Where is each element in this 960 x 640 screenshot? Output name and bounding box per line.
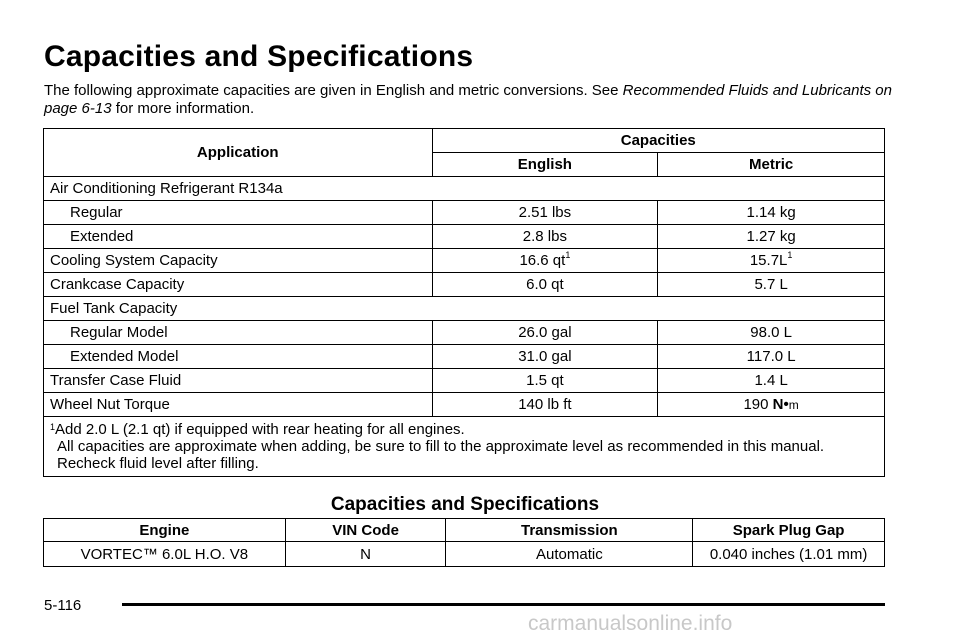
metric-value: 98.0 L [657, 320, 885, 345]
table-header-row: Application Capacities [43, 128, 886, 177]
row-label: Transfer Case Fluid [43, 368, 433, 393]
section-title: Capacities and Specifications [330, 494, 600, 515]
vin-code-cell: N [284, 541, 447, 567]
row-label: Extended Model [43, 344, 433, 369]
unit-text: N•m [773, 396, 799, 413]
column-header-vin-code: VIN Code [284, 518, 447, 542]
value-text: 16.6 qt [519, 252, 566, 269]
table-row: Air Conditioning Refrigerant R134a [43, 176, 885, 201]
table-row: Regular Model 26.0 gal 98.0 L [43, 320, 885, 345]
footnote-marker: 1 [565, 250, 571, 260]
table-row: Transfer Case Fluid 1.5 qt 1.4 L [43, 368, 885, 393]
row-label: Extended [43, 224, 433, 249]
english-value: 2.8 lbs [431, 224, 659, 249]
row-label: Regular [43, 200, 433, 225]
english-value: 16.6 qt1 [431, 248, 659, 273]
watermark: carmanualsonline.info [528, 612, 733, 635]
metric-value: 190 N•m [657, 392, 885, 417]
metric-value: 15.7L1 [657, 248, 885, 273]
footnote-marker: 1 [50, 422, 56, 432]
table-row: Wheel Nut Torque 140 lb ft 190 N•m [43, 392, 885, 417]
cross-reference-link[interactable]: Recommended Fluids and Lubricants on pag… [44, 82, 892, 117]
column-header-transmission: Transmission [445, 518, 694, 542]
row-label: Wheel Nut Torque [43, 392, 433, 417]
table-header-row: Engine VIN Code Transmission Spark Plug … [43, 518, 885, 542]
spark-plug-gap-cell: 0.040 inches (1.01 mm) [692, 541, 885, 567]
table-footnote: 1Add 2.0 L (2.1 qt) if equipped with rea… [43, 416, 885, 477]
table-row: Regular 2.51 lbs 1.14 kg [43, 200, 885, 225]
section-label: Air Conditioning Refrigerant R134a [43, 176, 885, 201]
value-text: 15.7L [749, 252, 788, 269]
section-label: Fuel Tank Capacity [43, 296, 885, 321]
column-header-english: English [431, 152, 659, 177]
footnote-line: 1Add 2.0 L (2.1 qt) if equipped with rea… [50, 421, 465, 438]
footnote-row: 1Add 2.0 L (2.1 qt) if equipped with rea… [43, 416, 885, 477]
table-row: Fuel Tank Capacity [43, 296, 885, 321]
engine-cell: VORTEC™ 6.0L H.O. V8 [43, 541, 286, 567]
footnote-note: All capacities are approximate when addi… [57, 438, 825, 472]
transmission-cell: Automatic [445, 541, 694, 567]
intro-paragraph: The following approximate capacities are… [44, 82, 904, 118]
unit-meter: m [788, 398, 799, 412]
page-title: Capacities and Specifications [44, 40, 474, 73]
table-row: Cooling System Capacity 16.6 qt1 15.7L1 [43, 248, 885, 273]
english-value: 31.0 gal [431, 344, 659, 369]
metric-value: 117.0 L [657, 344, 885, 369]
intro-text-end: for more information. [115, 100, 255, 117]
footnote-text: Add 2.0 L (2.1 qt) if equipped with rear… [55, 421, 465, 438]
metric-value: 1.27 kg [657, 224, 885, 249]
row-label: Regular Model [43, 320, 433, 345]
column-header-metric: Metric [657, 152, 885, 177]
metric-value: 1.14 kg [657, 200, 885, 225]
column-header-capacities: Capacities [431, 128, 886, 153]
row-label: Crankcase Capacity [43, 272, 433, 297]
capacities-table: Application Capacities English Metric Ai… [43, 128, 886, 477]
english-value: 6.0 qt [431, 272, 659, 297]
page-number: 5-116 [44, 597, 82, 614]
table-row: VORTEC™ 6.0L H.O. V8 N Automatic 0.040 i… [43, 541, 885, 567]
value-text: 190 [743, 396, 769, 413]
unit-newton: N• [772, 396, 789, 413]
column-header-engine: Engine [43, 518, 286, 542]
intro-text: The following approximate capacities are… [44, 82, 619, 99]
row-label: Cooling System Capacity [43, 248, 433, 273]
table-row: Extended 2.8 lbs 1.27 kg [43, 224, 885, 249]
english-value: 2.51 lbs [431, 200, 659, 225]
english-value: 140 lb ft [431, 392, 659, 417]
metric-value: 5.7 L [657, 272, 885, 297]
english-value: 26.0 gal [431, 320, 659, 345]
metric-value: 1.4 L [657, 368, 885, 393]
english-value: 1.5 qt [431, 368, 659, 393]
footer-rule [122, 603, 885, 606]
footnote-marker: 1 [787, 250, 793, 260]
column-header-spark-plug-gap: Spark Plug Gap [692, 518, 885, 542]
table-row: Extended Model 31.0 gal 117.0 L [43, 344, 885, 369]
column-header-application: Application [43, 128, 433, 177]
engine-specs-table: Engine VIN Code Transmission Spark Plug … [43, 518, 885, 567]
table-row: Crankcase Capacity 6.0 qt 5.7 L [43, 272, 885, 297]
